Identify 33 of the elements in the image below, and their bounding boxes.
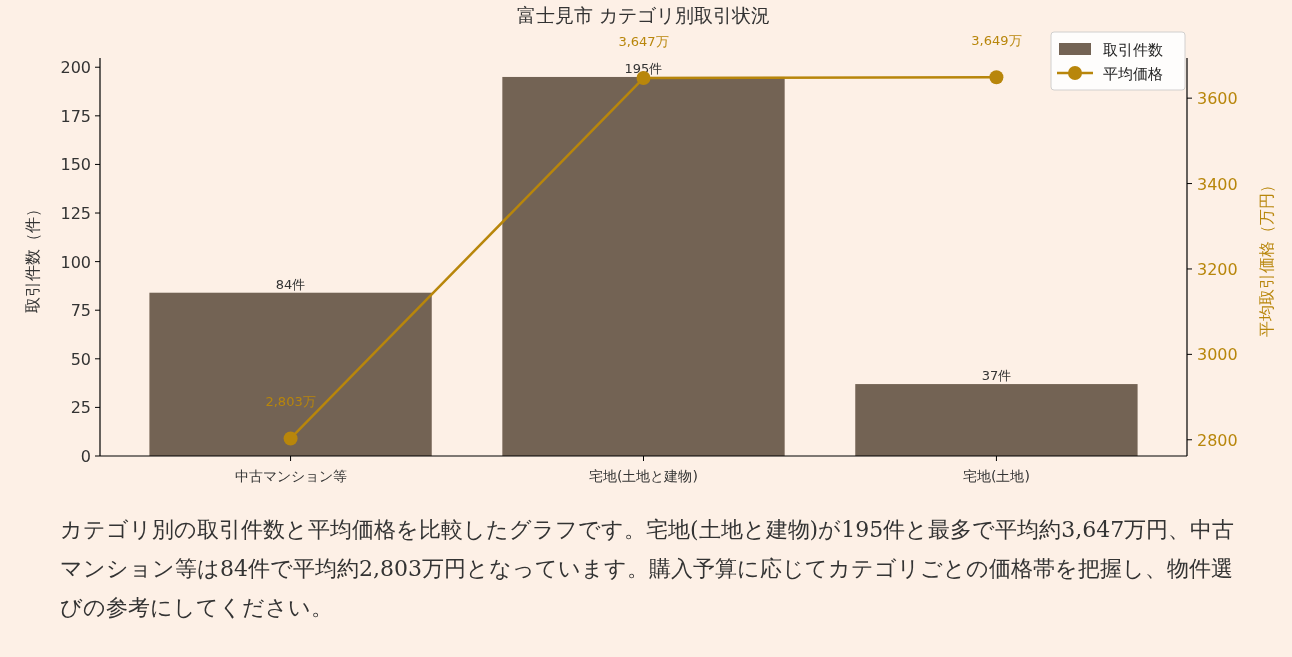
y2-axis-title: 平均取引価格（万円） [1257, 177, 1276, 337]
y-tick-label: 175 [60, 106, 91, 126]
text: カテゴリ別の取引件数と平均価格を比較したグラフです。宅地(土地と建物)が195件と最多で平均約3,647万円、中古マンション等は84件で平均約2,803万円となっています。購入予算に応じてカテゴリごとの価格帯を把握し、物件選びの参考にしてください。 [60, 516, 1236, 622]
data-label: 2,803万 [265, 394, 316, 410]
y-axis-title: 取引件数（件） [23, 201, 42, 313]
y2-tick-label: 3400 [1197, 174, 1238, 194]
x-tick-label: 中古マンション等 [234, 468, 347, 484]
data-label: 37件 [981, 368, 1012, 384]
bar [502, 76, 785, 456]
y-tick-label: 125 [60, 204, 91, 224]
y-tick-label: 75 [70, 301, 91, 321]
y-tick-label: 100 [60, 252, 91, 272]
y2-tick-label: 3200 [1197, 259, 1238, 279]
data-label: 84件 [275, 276, 306, 292]
y-tick-label: 0 [80, 447, 91, 466]
legend-label: 取引件数 [1103, 41, 1163, 59]
x-tick-label: 宅地(土地) [962, 468, 1030, 484]
point [989, 70, 1004, 85]
y-tick-label: 50 [70, 349, 91, 369]
legend-label: 平均価格 [1103, 65, 1163, 83]
point [283, 431, 298, 446]
y-tick-label: 25 [70, 398, 91, 418]
y-tick-label: 150 [60, 155, 91, 175]
y2-tick-label: 3000 [1197, 345, 1238, 365]
x-tick-label: 宅地(土地と建物) [589, 468, 698, 484]
y2-tick-label: 3600 [1197, 89, 1238, 109]
bar [149, 292, 432, 456]
data-label: 3,649万 [971, 33, 1022, 49]
bar [855, 384, 1138, 456]
data-label: 3,647万 [618, 34, 669, 50]
chart-title: 富士見市 カテゴリ別取引状況 [516, 4, 771, 26]
y2-tick-label: 2800 [1197, 430, 1238, 450]
y-tick-label: 200 [60, 58, 91, 78]
